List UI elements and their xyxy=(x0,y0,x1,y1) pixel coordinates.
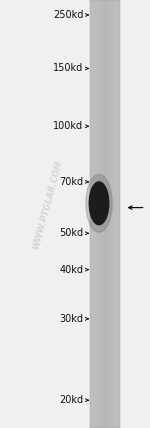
Bar xyxy=(100,0,101,428)
Text: 40kd: 40kd xyxy=(59,265,83,275)
Bar xyxy=(114,0,115,428)
Bar xyxy=(119,0,120,428)
Bar xyxy=(116,0,117,428)
Text: 100kd: 100kd xyxy=(53,121,83,131)
Bar xyxy=(105,0,106,428)
Text: 250kd: 250kd xyxy=(53,10,83,20)
Bar xyxy=(116,0,117,428)
Bar xyxy=(117,0,118,428)
Bar xyxy=(106,0,108,428)
Bar xyxy=(115,0,116,428)
Text: 30kd: 30kd xyxy=(59,314,83,324)
Bar xyxy=(101,0,102,428)
Bar xyxy=(110,0,111,428)
Bar xyxy=(108,0,109,428)
Ellipse shape xyxy=(86,175,112,232)
Bar xyxy=(98,0,99,428)
Bar xyxy=(92,0,93,428)
Bar xyxy=(96,0,97,428)
Bar xyxy=(92,0,93,428)
Bar xyxy=(103,0,105,428)
Bar xyxy=(111,0,112,428)
Bar xyxy=(112,0,114,428)
Bar xyxy=(94,0,95,428)
Text: 70kd: 70kd xyxy=(59,177,83,187)
Bar xyxy=(109,0,110,428)
Bar xyxy=(113,0,114,428)
Bar xyxy=(98,0,99,428)
Bar xyxy=(91,0,92,428)
Bar xyxy=(95,0,96,428)
Bar xyxy=(94,0,96,428)
Ellipse shape xyxy=(89,182,109,225)
Bar xyxy=(118,0,119,428)
Bar xyxy=(97,0,98,428)
Bar xyxy=(99,0,100,428)
Bar xyxy=(118,0,120,428)
Text: 20kd: 20kd xyxy=(59,395,83,405)
Text: 50kd: 50kd xyxy=(59,228,83,238)
Bar xyxy=(90,0,91,428)
Bar xyxy=(107,0,108,428)
Bar xyxy=(104,0,105,428)
Text: WWW.PTGLAB.COM: WWW.PTGLAB.COM xyxy=(32,160,64,251)
Bar xyxy=(93,0,94,428)
Bar xyxy=(100,0,102,428)
Bar xyxy=(103,0,104,428)
Bar xyxy=(90,0,120,428)
Bar xyxy=(102,0,103,428)
Text: 150kd: 150kd xyxy=(53,63,83,74)
Bar xyxy=(112,0,113,428)
Bar xyxy=(106,0,107,428)
Bar xyxy=(110,0,111,428)
